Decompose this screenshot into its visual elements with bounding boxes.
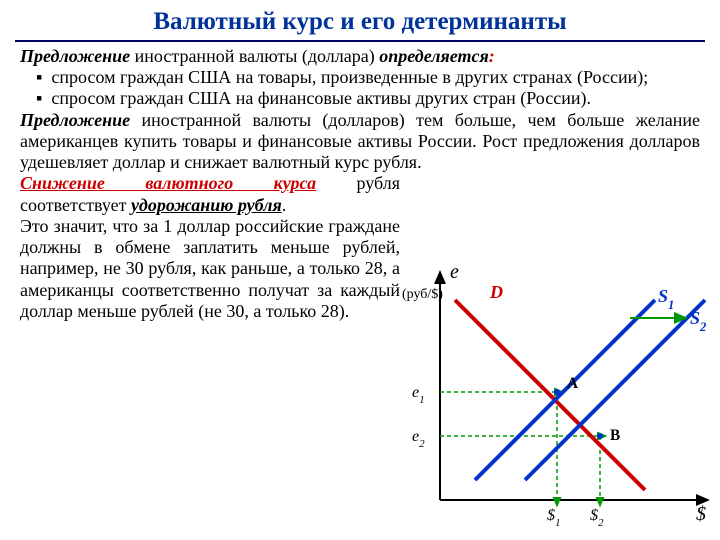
intro-line: Предложение иностранной валюты (доллара)… [20, 46, 700, 67]
bullet-2: ▪ спросом граждан США на финансовые акти… [20, 88, 700, 109]
word-determined: определяется [379, 46, 489, 66]
para-example: Это значит, что за 1 доллар российские г… [20, 216, 400, 322]
svg-text:S2: S2 [690, 308, 707, 334]
word-supply-1: Предложение [20, 46, 130, 66]
svg-text:e2: e2 [412, 427, 425, 450]
para-depreciation: Снижение валютного курса рубля соответст… [20, 173, 400, 215]
svg-text:$2: $2 [590, 506, 604, 529]
svg-text:e: e [450, 261, 459, 283]
svg-text:e1: e1 [412, 383, 425, 406]
svg-text:A: A [567, 375, 578, 392]
svg-text:S1: S1 [658, 286, 674, 312]
svg-text:D: D [489, 282, 503, 302]
para-supply-more: Предложение иностранной валюты (долларов… [20, 110, 700, 174]
svg-text:$1: $1 [547, 506, 561, 529]
svg-text:B: B [610, 427, 620, 444]
slide-title: Валютный курс и его детерминанты [15, 0, 705, 42]
bullet-1: ▪ спросом граждан США на товары, произве… [20, 67, 700, 88]
svg-text:$: $ [696, 503, 706, 525]
supply-demand-chart: D S1 S2 A Be (руб/$) $ e1 e2 $1 $2 [400, 260, 710, 530]
svg-text:(руб/$): (руб/$) [402, 287, 443, 302]
